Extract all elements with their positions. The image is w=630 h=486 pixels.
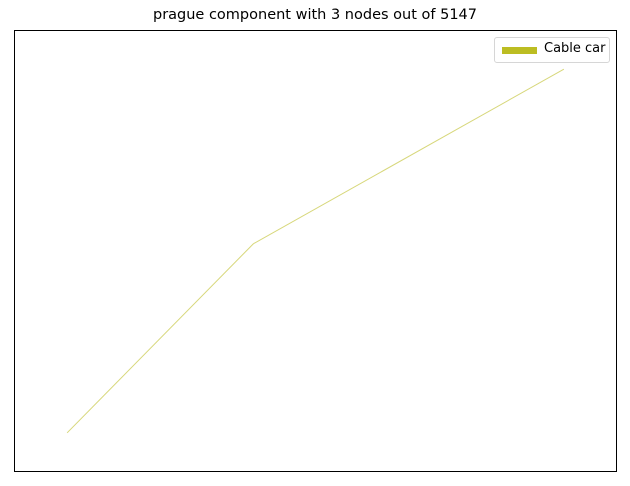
legend: Cable car <box>494 37 610 63</box>
chart-title: prague component with 3 nodes out of 514… <box>152 7 477 23</box>
axes-frame <box>14 30 617 472</box>
series-layer <box>66 68 565 434</box>
series-0-segment-0 <box>66 243 254 434</box>
legend-label-cable-car: Cable car <box>544 41 606 56</box>
series-0-segment-1 <box>253 68 565 245</box>
legend-swatch <box>502 47 537 54</box>
